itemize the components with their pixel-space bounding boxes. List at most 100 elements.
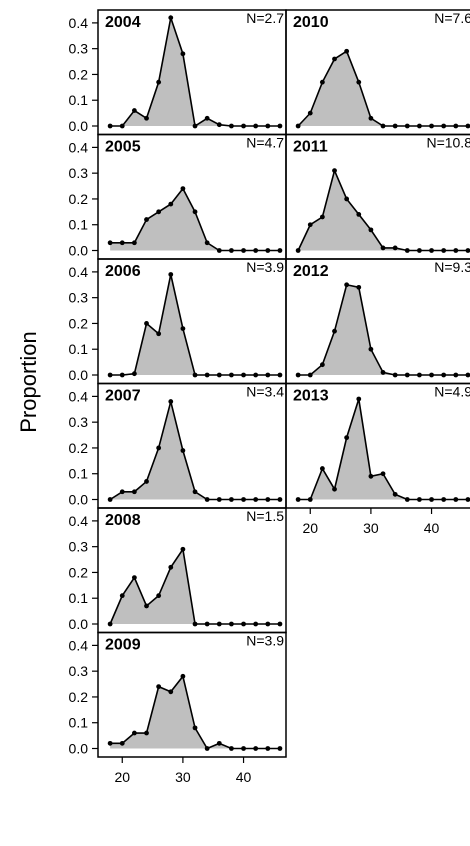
data-point (131, 575, 137, 580)
data-point (229, 746, 234, 751)
panel-2004: 2004 N=2.7 0.0 0.1 0.2 0.3 0.4 (69, 9, 287, 136)
data-point (192, 372, 198, 378)
data-point (156, 331, 162, 337)
sample-size-label: N=10.8 (426, 135, 470, 151)
y-tick-label: 0.2 (69, 315, 89, 331)
data-point (180, 51, 186, 57)
y-tick-label: 0.1 (69, 590, 89, 606)
data-point (441, 248, 447, 253)
data-point (265, 621, 271, 627)
data-point (417, 497, 422, 502)
data-point (144, 115, 149, 121)
data-point (192, 123, 198, 129)
data-point (453, 248, 459, 253)
y-tick-label: 0.2 (69, 689, 89, 705)
data-point (453, 497, 459, 502)
data-point (277, 123, 283, 129)
data-point (107, 740, 113, 746)
data-point (277, 497, 283, 502)
panel-2010: 2010 N=7.6 (285, 9, 470, 136)
data-point (119, 240, 125, 246)
y-tick-label: 0.2 (69, 66, 89, 82)
y-tick-label: 0.1 (69, 341, 89, 357)
area-fill-2005 (110, 188, 280, 251)
data-point (107, 123, 113, 129)
y-tick-label: 0.1 (69, 715, 89, 731)
data-point (392, 123, 398, 129)
data-point (156, 209, 162, 215)
data-point (204, 621, 210, 627)
area-fill-2009 (110, 676, 280, 749)
series-line-2007 (109, 401, 280, 501)
data-point (204, 115, 210, 121)
data-point (180, 186, 186, 192)
y-tick-label: 0.2 (69, 191, 89, 207)
data-point (216, 621, 222, 627)
data-point (216, 497, 222, 502)
data-point (265, 248, 271, 253)
panel-2007: 2007 N=3.4 0.0 0.1 0.2 0.3 0.4 (69, 382, 287, 509)
y-tick-label: 0.0 (69, 118, 89, 134)
data-point (119, 123, 125, 129)
data-point (253, 746, 259, 751)
y-tick-label: 0.1 (69, 466, 89, 482)
data-point (392, 491, 398, 497)
data-point (417, 248, 422, 253)
sample-size-label: N=1.5 (246, 508, 284, 524)
data-point (344, 196, 350, 202)
data-point (241, 621, 246, 627)
data-point (441, 372, 447, 378)
data-point (356, 396, 362, 402)
series-line-2012 (298, 283, 468, 376)
area-fill-2008 (110, 549, 280, 624)
y-tick-label: 0.4 (69, 264, 89, 280)
series-line-2006 (110, 274, 280, 376)
y-tick-label: 0.1 (69, 92, 89, 108)
data-point (107, 497, 113, 502)
data-point (131, 371, 137, 377)
y-tick-label: 0.0 (69, 243, 89, 259)
data-point (356, 212, 362, 217)
data-point (307, 110, 313, 116)
sample-size-label: N=2.7 (246, 10, 284, 26)
x-tick-label: 30 (175, 769, 191, 785)
data-point (216, 740, 222, 746)
data-point (204, 746, 210, 751)
panel-frame (97, 631, 287, 758)
panel-title: 2007 (105, 388, 141, 405)
y-tick-label: 0.2 (69, 440, 89, 456)
data-point (253, 497, 259, 502)
data-point (368, 473, 374, 479)
sample-size-label: N=7.6 (434, 10, 470, 26)
data-point (131, 730, 137, 736)
data-point (144, 603, 149, 609)
data-point (192, 621, 198, 627)
data-point (180, 448, 186, 453)
data-point (265, 123, 271, 129)
data-point (241, 497, 246, 502)
panel-title: 2006 (105, 263, 141, 280)
data-point (404, 372, 410, 378)
data-point (465, 123, 470, 129)
y-tick-label: 0.4 (69, 15, 89, 31)
data-point (265, 497, 271, 502)
sample-size-label: N=3.9 (246, 259, 284, 275)
data-point (168, 272, 174, 277)
panel-title: 2011 (293, 139, 328, 156)
data-point (277, 372, 283, 378)
data-point (404, 248, 410, 253)
data-point (319, 466, 325, 471)
data-point (429, 497, 434, 502)
data-point (429, 123, 434, 129)
panel-title: 2004 (105, 14, 141, 31)
y-axis-label: Proportion (16, 331, 41, 433)
data-point (168, 689, 174, 695)
data-point (441, 123, 447, 129)
data-point (380, 370, 386, 375)
data-point (156, 593, 162, 599)
data-point (356, 284, 362, 290)
data-point (168, 399, 174, 404)
data-point (168, 15, 174, 21)
data-point (229, 497, 234, 502)
data-point (277, 248, 283, 253)
